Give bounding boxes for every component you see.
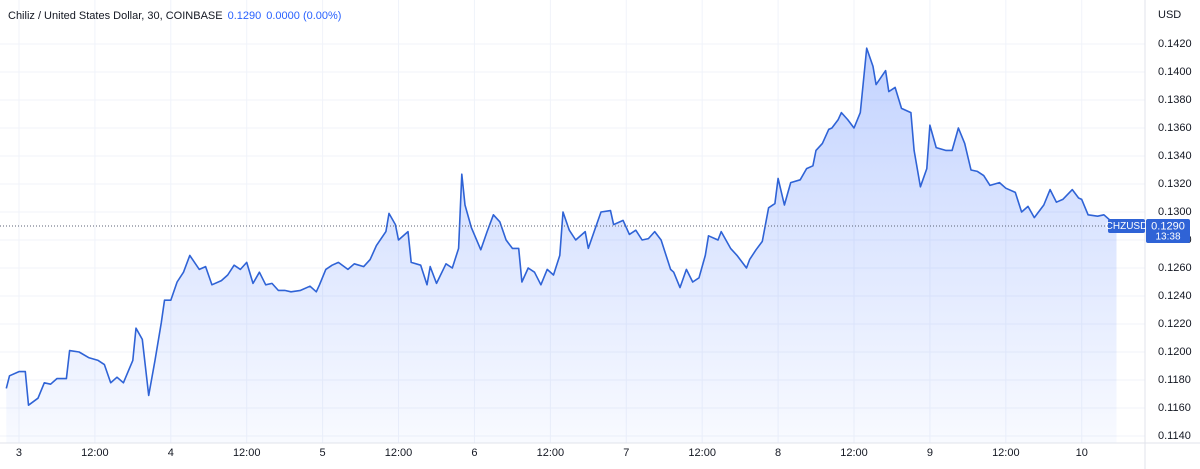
y-tick-label: 0.1360 bbox=[1158, 122, 1192, 134]
x-tick-label: 12:00 bbox=[688, 447, 716, 459]
x-tick-label: 12:00 bbox=[537, 447, 565, 459]
x-tick-label: 6 bbox=[471, 447, 477, 459]
symbol-tag-label: CHZUSD bbox=[1106, 221, 1148, 232]
header: Chiliz / United States Dollar, 30, COINB… bbox=[8, 10, 341, 22]
y-tick-label: 0.1160 bbox=[1158, 402, 1191, 414]
y-tick-label: 0.1420 bbox=[1158, 38, 1192, 50]
price-line bbox=[5, 47, 1118, 406]
area-fill bbox=[6, 48, 1117, 443]
x-tick-label: 9 bbox=[927, 447, 933, 459]
x-tick-label: 12:00 bbox=[840, 447, 868, 459]
y-unit: USD bbox=[1158, 9, 1181, 21]
axes: 0.1140 0.1160 0.1180 0.1200 0.1220 0.1240 0.12… bbox=[16, 38, 1192, 459]
y-tick-label: 0.1260 bbox=[1158, 262, 1192, 274]
y-tick-label: 0.1340 bbox=[1158, 150, 1192, 162]
price-tag-label: 0.1290 bbox=[1151, 220, 1185, 232]
x-tick-label: 4 bbox=[168, 447, 174, 459]
y-tick-label: 0.1300 bbox=[1158, 206, 1192, 218]
x-tick-label: 12:00 bbox=[81, 447, 109, 459]
x-tick-label: 10 bbox=[1076, 447, 1088, 459]
x-tick-label: 12:00 bbox=[233, 447, 261, 459]
y-tick-label: 0.1200 bbox=[1158, 346, 1192, 358]
y-tick-label: 0.1220 bbox=[1158, 318, 1192, 330]
price-tag bbox=[1146, 218, 1190, 243]
x-tick-label: 7 bbox=[623, 447, 629, 459]
y-tick-label: 0.1380 bbox=[1158, 94, 1192, 106]
y-tick-label: 0.1240 bbox=[1158, 290, 1192, 302]
header-price: 0.1290 bbox=[228, 10, 262, 22]
plot bbox=[0, 47, 1145, 443]
y-tick-label: 0.1180 bbox=[1158, 374, 1191, 386]
y-tick-label: 0.1400 bbox=[1158, 66, 1192, 78]
x-tick-label: 12:00 bbox=[385, 447, 413, 459]
x-tick-label: 12:00 bbox=[992, 447, 1020, 459]
header-change: 0.0000 (0.00%) bbox=[266, 10, 341, 22]
x-tick-label: 8 bbox=[775, 447, 781, 459]
y-tick-label: 0.1140 bbox=[1158, 430, 1191, 442]
x-tick-label: 3 bbox=[16, 447, 22, 459]
symbol-tag bbox=[1108, 218, 1145, 233]
y-tick-label: 0.1320 bbox=[1158, 178, 1192, 190]
symbol-title: Chiliz / United States Dollar, 30, COINB… bbox=[8, 10, 223, 22]
countdown-label: 13:38 bbox=[1155, 232, 1180, 243]
x-tick-label: 5 bbox=[320, 447, 326, 459]
